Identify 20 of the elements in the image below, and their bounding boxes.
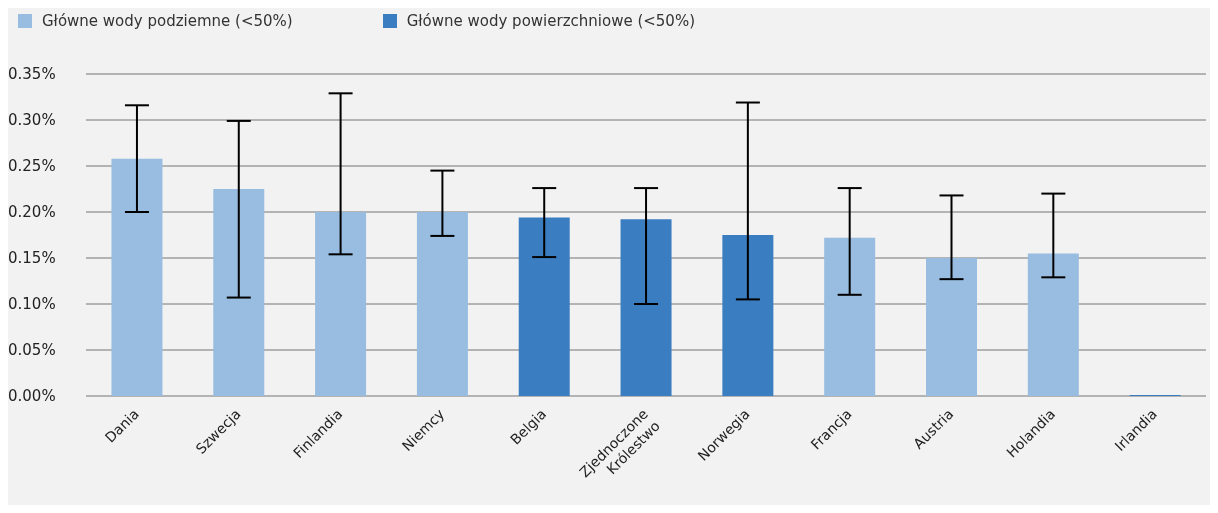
bar [926, 258, 977, 396]
legend-label: Główne wody podziemne (<50%) [42, 12, 293, 30]
y-tick-label: 0.10% [8, 295, 56, 314]
y-tick-label: 0.25% [8, 157, 56, 176]
legend-label: Główne wody powierzchniowe (<50%) [406, 12, 696, 30]
y-tick-label: 0.30% [8, 111, 56, 130]
bar [620, 219, 672, 396]
bar [416, 212, 468, 396]
bar [722, 235, 774, 396]
y-tick-label: 0.20% [8, 203, 56, 222]
bar [213, 189, 265, 396]
bar [518, 217, 570, 396]
y-tick-label: 0.00% [8, 387, 56, 406]
y-tick-label: 0.05% [8, 341, 56, 360]
bar [1027, 253, 1079, 396]
bar [315, 212, 367, 396]
y-tick-label: 0.15% [8, 249, 56, 268]
bar [111, 158, 163, 396]
bar [824, 237, 876, 396]
y-tick-label: 0.35% [8, 65, 56, 84]
